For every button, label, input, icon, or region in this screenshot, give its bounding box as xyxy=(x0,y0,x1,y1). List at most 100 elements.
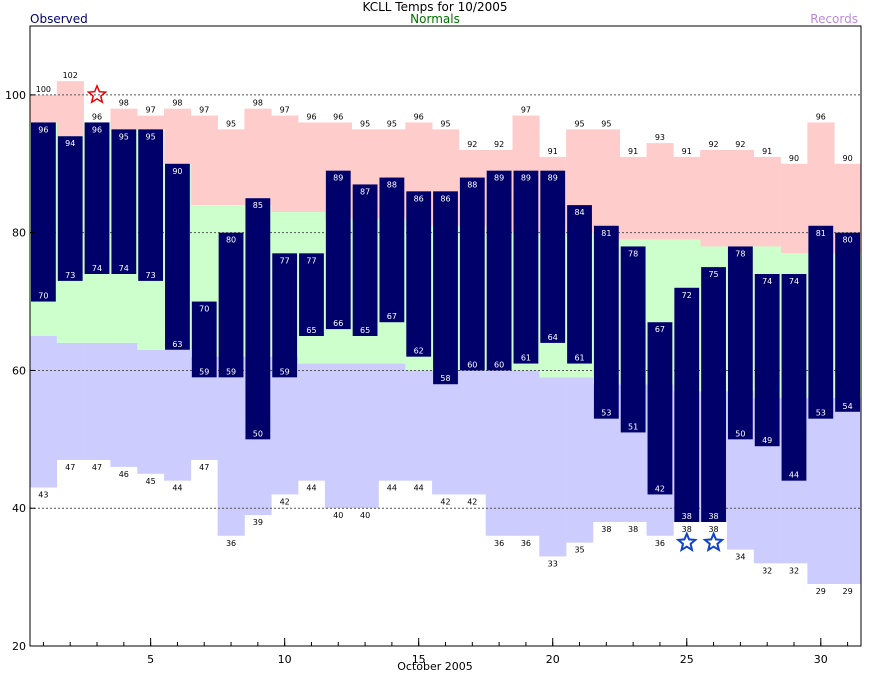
y-tick-label: 100 xyxy=(5,89,26,102)
observed-high-label: 80 xyxy=(226,236,236,245)
record-low-label: 44 xyxy=(172,484,182,493)
observed-high-label: 88 xyxy=(387,181,397,190)
observed-bar xyxy=(245,198,271,440)
record-low-band xyxy=(432,370,460,495)
y-tick-label: 40 xyxy=(12,502,26,515)
record-low-label: 36 xyxy=(655,539,665,548)
observed-low-label: 73 xyxy=(65,271,75,280)
observed-bar xyxy=(433,191,458,385)
record-high-label: 91 xyxy=(548,147,558,156)
observed-low-label: 54 xyxy=(843,402,853,411)
record-low-label: 32 xyxy=(789,566,799,575)
record-low-label: 44 xyxy=(306,484,316,493)
observed-low-label: 59 xyxy=(280,367,290,376)
record-low-band xyxy=(485,370,513,536)
observed-bar xyxy=(138,129,164,281)
observed-bar xyxy=(674,287,700,522)
record-low-label: 47 xyxy=(199,463,209,472)
observed-high-label: 80 xyxy=(843,236,853,245)
record-high-label: 96 xyxy=(92,112,102,121)
observed-low-label: 60 xyxy=(494,360,504,369)
record-high-band xyxy=(56,81,84,137)
observed-bar xyxy=(352,184,378,336)
observed-high-label: 74 xyxy=(762,277,772,286)
x-tick-label: 30 xyxy=(814,653,828,666)
observed-low-label: 59 xyxy=(226,367,236,376)
axes-layer: 20 40 60 80 100 5 10 15 20 25 30 xyxy=(5,25,862,666)
record-high-label: 95 xyxy=(574,119,584,128)
observed-low-label: 53 xyxy=(601,409,611,418)
observed-bar xyxy=(218,232,244,378)
record-high-band xyxy=(244,108,272,206)
record-high-label: 95 xyxy=(440,119,450,128)
record-high-label: 92 xyxy=(735,140,745,149)
observed-bar xyxy=(647,322,673,495)
record-low-label: 43 xyxy=(38,491,48,500)
record-low-label: 38 xyxy=(708,525,718,534)
record-high-band xyxy=(137,115,165,130)
record-low-label: 32 xyxy=(762,566,772,575)
x-tick-label: 15 xyxy=(412,653,426,666)
observed-low-label: 63 xyxy=(172,340,182,349)
observed-high-label: 87 xyxy=(360,187,370,196)
observed-high-label: 84 xyxy=(574,208,584,217)
record-high-label: 92 xyxy=(494,140,504,149)
observed-low-label: 49 xyxy=(762,436,772,445)
observed-bar xyxy=(165,163,190,350)
record-high-label: 92 xyxy=(708,140,718,149)
record-high-band xyxy=(619,156,647,240)
record-high-label: 102 xyxy=(63,71,78,80)
record-low-label: 44 xyxy=(414,484,424,493)
observed-bar xyxy=(84,122,110,274)
observed-bar xyxy=(111,129,137,274)
record-low-label: 42 xyxy=(440,497,450,506)
observed-high-label: 88 xyxy=(467,181,477,190)
observed-high-label: 75 xyxy=(708,270,718,279)
record-high-band xyxy=(753,156,781,247)
record-high-label: 98 xyxy=(253,99,263,108)
record-high-band xyxy=(298,122,326,212)
observed-high-label: 89 xyxy=(333,174,343,183)
observed-bar xyxy=(540,170,566,343)
observed-high-label: 96 xyxy=(38,125,48,134)
record-low-label: 29 xyxy=(816,587,826,596)
observed-low-label: 53 xyxy=(816,409,826,418)
record-low-star-icon xyxy=(675,531,698,553)
observed-low-label: 74 xyxy=(92,264,102,273)
record-low-band xyxy=(807,398,835,584)
record-high-band xyxy=(726,150,755,247)
observed-bar xyxy=(808,225,834,419)
observed-high-label: 89 xyxy=(521,174,531,183)
record-high-label: 98 xyxy=(119,99,129,108)
record-low-label: 47 xyxy=(65,463,75,472)
record-low-label: 33 xyxy=(548,559,558,568)
observed-bar xyxy=(406,191,432,357)
record-low-label: 38 xyxy=(628,525,638,534)
record-high-label: 97 xyxy=(521,106,531,115)
record-low-band xyxy=(56,342,84,460)
observed-low-label: 38 xyxy=(682,512,692,521)
record-high-label: 91 xyxy=(682,147,692,156)
observed-high-label: 72 xyxy=(682,291,692,300)
record-low-label: 34 xyxy=(735,553,745,562)
observed-bar xyxy=(781,274,807,481)
observed-low-label: 42 xyxy=(655,484,665,493)
record-low-label: 40 xyxy=(333,511,343,520)
y-tick-label: 80 xyxy=(12,227,26,240)
observed-low-label: 58 xyxy=(440,374,450,383)
observed-bar xyxy=(31,122,56,302)
observed-bar xyxy=(593,225,619,419)
observed-bar xyxy=(191,301,217,378)
observed-layer xyxy=(31,122,860,522)
record-low-label: 38 xyxy=(601,525,611,534)
record-low-label: 46 xyxy=(119,470,129,479)
record-high-band xyxy=(780,163,808,254)
value-labels-layer: 96 70 100 43 94 73 102 47 96 74 96 47 95 74 98 46 95 73 97… xyxy=(36,71,853,596)
record-low-band xyxy=(351,363,379,509)
observed-bar xyxy=(486,170,512,371)
record-low-label: 39 xyxy=(253,518,263,527)
record-high-band xyxy=(673,156,701,240)
observed-high-label: 78 xyxy=(628,249,638,258)
observed-low-label: 61 xyxy=(521,354,531,363)
